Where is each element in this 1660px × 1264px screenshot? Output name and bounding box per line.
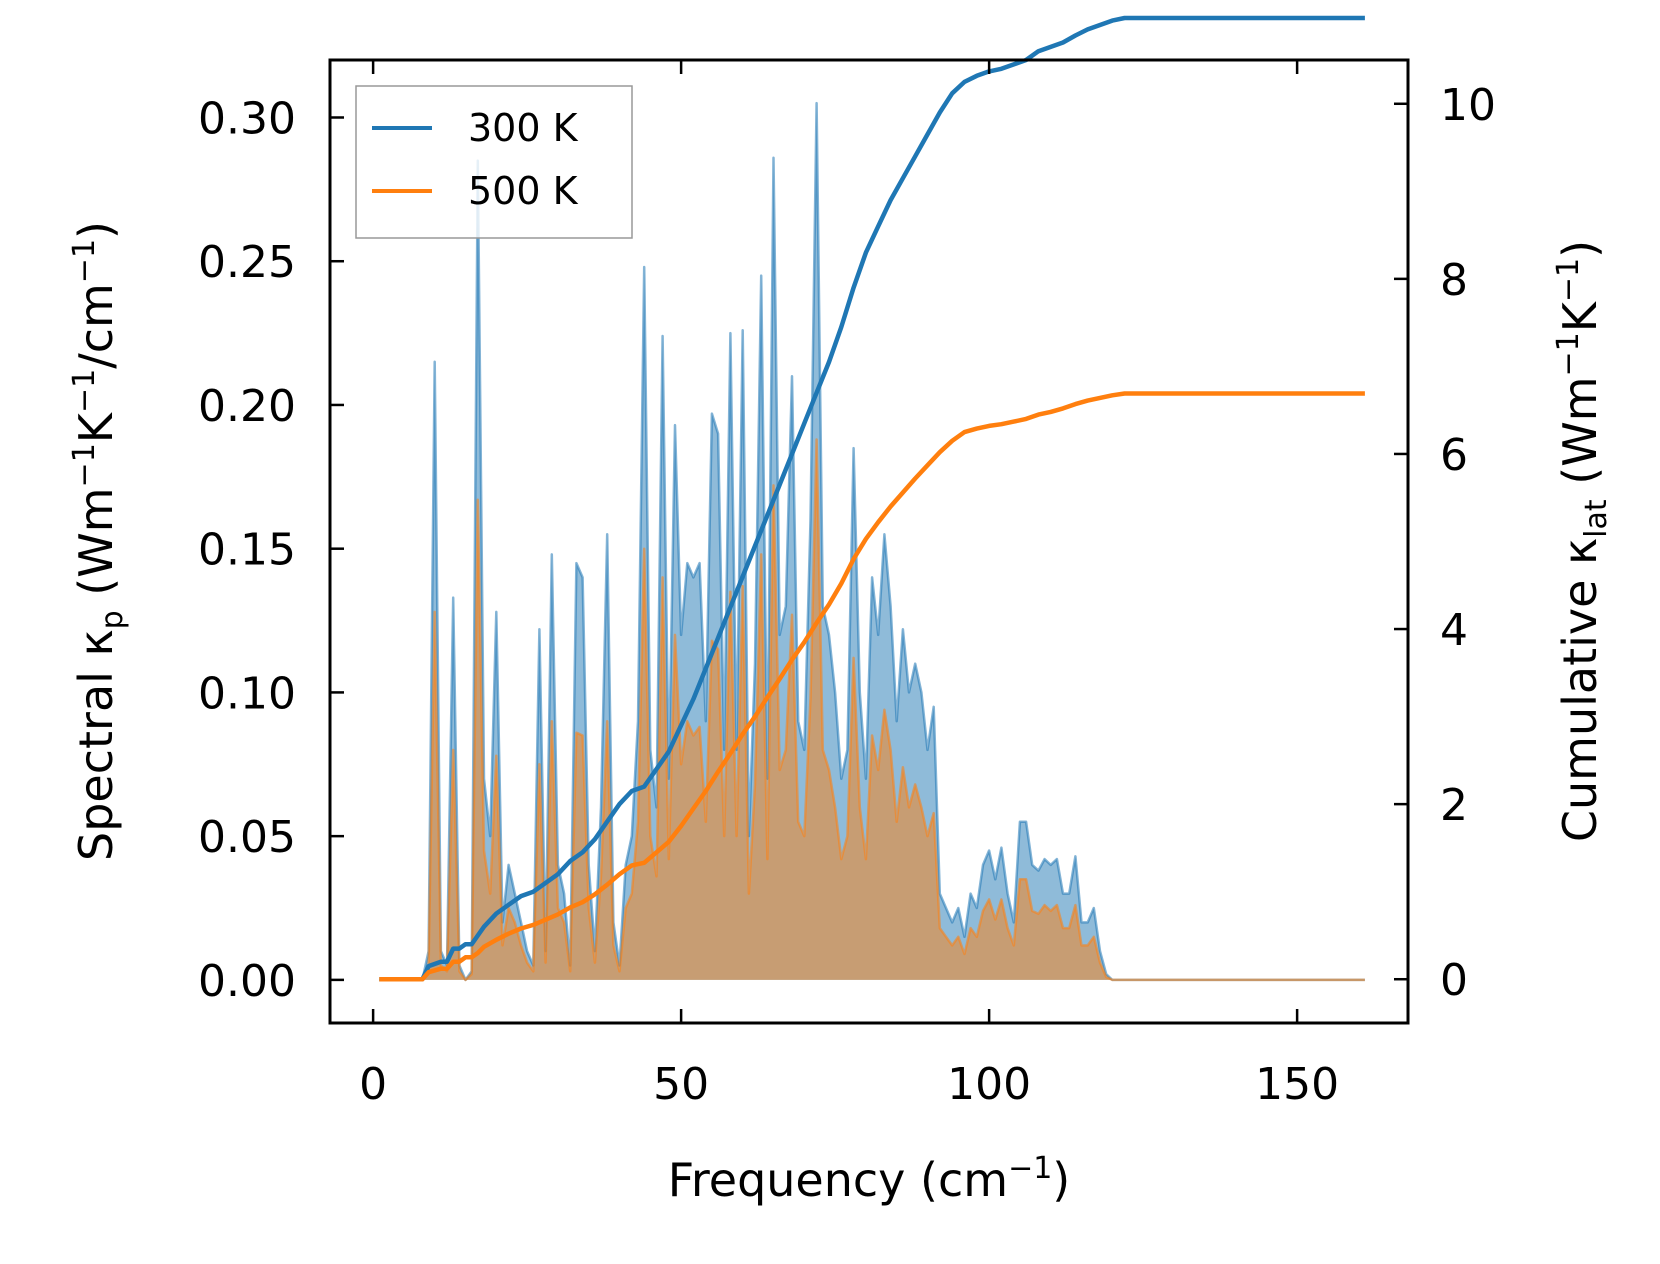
- spectral-line-500k: [379, 438, 1365, 982]
- cumulative-line-300k: [379, 15, 1365, 982]
- y-axis-title-left: Spectral κp (Wm−1K−1/cm−1): [67, 221, 130, 861]
- y-tick-label-right: 8: [1440, 255, 1468, 306]
- x-axis-title: Frequency (cm−1): [668, 1151, 1071, 1207]
- y-tick-label-right: 6: [1440, 430, 1468, 481]
- spectral-line-300k: [379, 101, 1365, 982]
- plot-frame: [328, 58, 1410, 1025]
- y-tick-label-right: 0: [1440, 955, 1468, 1006]
- y-tick-label-right: 10: [1440, 80, 1496, 131]
- x-tick-label: 0: [359, 1059, 387, 1110]
- y-tick-label-right: 2: [1440, 780, 1468, 831]
- legend-label-500k: 500 K: [468, 169, 579, 213]
- x-tick-label: 150: [1255, 1059, 1339, 1110]
- legend: 300 K 500 K: [355, 85, 633, 239]
- axis-ticks: 0 50 100 150 0.00 0.05 0.10 0.15 0.20 0.25 0.30 0 2 4…: [198, 60, 1496, 1110]
- y-tick-label-left: 0.30: [198, 93, 296, 144]
- legend-label-300k: 300 K: [468, 106, 579, 150]
- cumulative-line-500k: [379, 391, 1365, 982]
- y-tick-label-left: 0.00: [198, 956, 296, 1007]
- cumulative-lines: [379, 15, 1365, 982]
- y-tick-label-left: 0.20: [198, 381, 296, 432]
- y-tick-label-left: 0.05: [198, 812, 296, 863]
- y-tick-label-left: 0.25: [198, 237, 296, 288]
- x-tick-label: 50: [653, 1059, 709, 1110]
- x-tick-label: 100: [947, 1059, 1031, 1110]
- y-tick-label-left: 0.10: [198, 668, 296, 719]
- spectral-fill-500k: [379, 439, 1365, 980]
- legend-box: [355, 85, 633, 239]
- y-tick-label-left: 0.15: [198, 525, 296, 576]
- y-axis-title-right: Cumulative κlat (Wm−1K−1): [1551, 240, 1614, 842]
- y-tick-label-right: 4: [1440, 605, 1468, 656]
